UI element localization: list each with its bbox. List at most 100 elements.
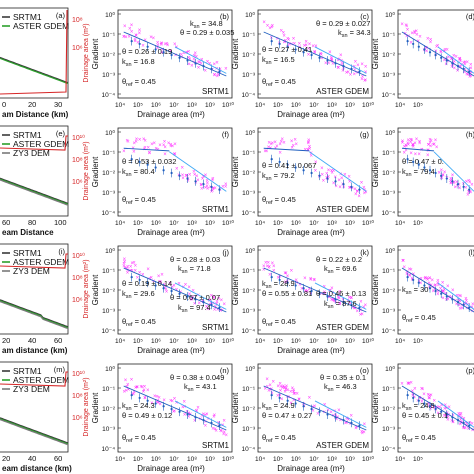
x-tick-label: 10⁹ xyxy=(205,338,215,345)
data-point: × xyxy=(166,43,170,49)
y-tick-label: 10⁻³ xyxy=(382,426,396,433)
data-point: × xyxy=(280,139,284,145)
data-point: × xyxy=(416,399,420,405)
data-point: × xyxy=(461,303,465,309)
panel-label: (c) xyxy=(360,12,369,21)
data-point: × xyxy=(198,60,202,66)
x-tick-label: 10⁵ xyxy=(273,456,283,463)
ksn-annotation: ksn = 28.9 xyxy=(262,279,295,290)
data-point: × xyxy=(426,393,430,399)
data-point: × xyxy=(435,405,439,411)
ksn-annotation: ksn = 34.8 xyxy=(190,19,223,30)
data-point: × xyxy=(407,143,411,149)
y-axis-label: Gradient xyxy=(231,392,240,423)
x-tick-label: 10⁵ xyxy=(413,338,423,345)
dem-label: SRTM1 xyxy=(202,441,230,450)
data-point: × xyxy=(423,276,427,282)
data-point: × xyxy=(337,296,341,302)
data-point: × xyxy=(300,286,304,292)
data-point: × xyxy=(407,34,411,40)
data-point: × xyxy=(156,399,160,405)
data-point: × xyxy=(460,306,464,312)
ksn-annotation: ksn = 24.3 xyxy=(122,401,155,412)
data-point: × xyxy=(332,414,336,420)
data-point: × xyxy=(284,386,288,392)
data-point: × xyxy=(276,275,280,281)
data-point: × xyxy=(351,305,355,311)
data-point: × xyxy=(429,405,433,411)
data-point: × xyxy=(423,276,427,282)
data-point: × xyxy=(268,273,272,279)
x-axis-label: am Distance (km) xyxy=(2,110,69,119)
data-point: × xyxy=(138,271,142,277)
data-point: × xyxy=(163,286,167,292)
data-point: × xyxy=(362,430,366,436)
data-point: × xyxy=(196,405,200,411)
panel-label: (e) xyxy=(56,129,66,138)
data-point: × xyxy=(152,279,156,285)
data-point: × xyxy=(191,288,195,294)
x-tick-label: 10⁶ xyxy=(151,102,161,109)
y-axis-label: Gradient xyxy=(371,392,380,423)
data-point: × xyxy=(309,291,313,297)
data-point: × xyxy=(160,50,164,56)
legend-label: ASTER GDEM xyxy=(13,139,69,149)
theta-ref-annotation: θref = 0.45 xyxy=(122,77,156,88)
data-point: × xyxy=(338,293,342,299)
data-point: × xyxy=(443,47,447,53)
data-point: × xyxy=(134,386,138,392)
data-point: × xyxy=(173,142,177,148)
data-point: × xyxy=(311,44,315,50)
data-point: × xyxy=(265,377,269,383)
data-point: × xyxy=(130,23,134,29)
data-point: × xyxy=(331,61,335,67)
data-point: × xyxy=(411,143,415,149)
data-point: × xyxy=(462,426,466,432)
data-point: × xyxy=(418,395,422,401)
panel-label: (f) xyxy=(222,130,230,139)
scatter-panel-1-0: 10⁰ 10⁻¹ 10⁻² 10⁻³ 10⁻⁴ Gradient 10⁴ 10⁵ 10⁶ 10⁷ 1… xyxy=(91,127,234,237)
data-point: × xyxy=(459,413,463,419)
data-point: × xyxy=(403,145,407,151)
data-point: × xyxy=(343,172,347,178)
legend-label: ZY3 DEM xyxy=(13,148,50,158)
y-tick-label: 10⁻¹ xyxy=(102,268,116,275)
data-point: × xyxy=(341,182,345,188)
data-point: × xyxy=(356,63,360,69)
right-tick-label: 10⁸ xyxy=(72,275,83,282)
x-tick-label: 10¹⁰ xyxy=(222,219,234,227)
scatter-panel-2-1: 10⁰ 10⁻¹ 10⁻² 10⁻³ 10⁻⁴ Gradient 10⁴ 10⁵ 10⁶ 10⁷ 1… xyxy=(231,245,374,355)
data-point: × xyxy=(444,62,448,68)
data-point: × xyxy=(271,261,275,267)
y-tick-label: 10⁻⁴ xyxy=(102,92,116,99)
data-point: × xyxy=(330,57,334,63)
panel-label: (m) xyxy=(54,365,66,374)
data-point: × xyxy=(268,383,272,389)
data-point: × xyxy=(410,138,414,144)
data-point: × xyxy=(165,41,169,47)
data-point: × xyxy=(159,280,163,286)
ksn-annotation: ksn = 80.4 xyxy=(122,167,155,178)
data-point: × xyxy=(400,22,404,28)
data-point: × xyxy=(469,66,473,72)
x-tick-label: 40 xyxy=(28,336,36,345)
data-point: × xyxy=(349,72,353,78)
x-tick-label: 10¹⁰ xyxy=(362,219,374,227)
theta-ref-annotation: θref = 0.45 xyxy=(122,195,156,206)
data-point: × xyxy=(402,259,406,265)
plot-frame xyxy=(0,7,69,99)
data-point: × xyxy=(286,36,290,42)
data-point: × xyxy=(337,66,341,72)
data-point: × xyxy=(330,55,334,61)
ksn-annotation: ksn = 97.4 xyxy=(178,303,211,314)
data-point: × xyxy=(143,395,147,401)
data-point: × xyxy=(148,151,152,157)
data-point: × xyxy=(193,301,197,307)
data-point: × xyxy=(415,29,419,35)
data-point: × xyxy=(427,143,431,149)
x-tick-label: 10⁵ xyxy=(413,456,423,463)
data-point: × xyxy=(306,289,310,295)
data-point: × xyxy=(405,270,409,276)
data-point: × xyxy=(465,422,469,428)
data-point: × xyxy=(452,181,456,187)
